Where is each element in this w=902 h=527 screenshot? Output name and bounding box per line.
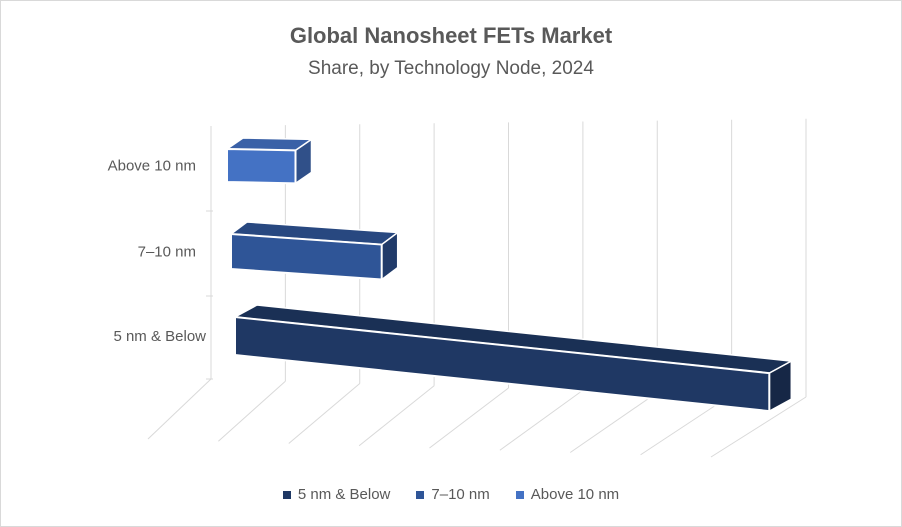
chart-title: Global Nanosheet FETs Market [289,23,613,48]
bars [224,137,794,413]
legend-swatch [282,490,291,499]
legend: 5 nm & Below 7–10 nm Above 10 nm [1,486,901,503]
bar-front-face [230,232,383,281]
category-label: 7–10 nm [138,244,196,261]
bar-front-face [234,315,771,413]
floor-gridline [147,378,212,440]
floor-gridline [499,389,584,451]
legend-label: Above 10 nm [530,486,620,503]
legend-item: 7–10 nm [416,486,490,503]
bar [228,221,400,282]
category-labels: Above 10 nm 7–10 nm 5 nm & Below [108,158,207,346]
legend-item: 5 nm & Below [282,486,391,503]
bar [224,137,314,185]
bar-front-face [226,147,297,185]
legend-swatch [515,490,524,499]
floor-gridline [429,387,509,449]
chart-subtitle: Share, by Technology Node, 2024 [308,58,594,79]
floor-gridline [710,396,807,458]
legend-label: 7–10 nm [431,486,490,503]
floor-gridline [569,392,658,453]
bar [232,304,794,413]
legend-item: Above 10 nm [515,486,620,503]
category-label: 5 nm & Below [113,328,206,345]
floor-gridline [288,383,361,444]
category-label: Above 10 nm [108,158,196,175]
legend-label: 5 nm & Below [297,486,391,503]
floor-gridline [218,380,286,442]
legend-swatch [416,490,425,499]
floor-gridline [358,385,435,447]
